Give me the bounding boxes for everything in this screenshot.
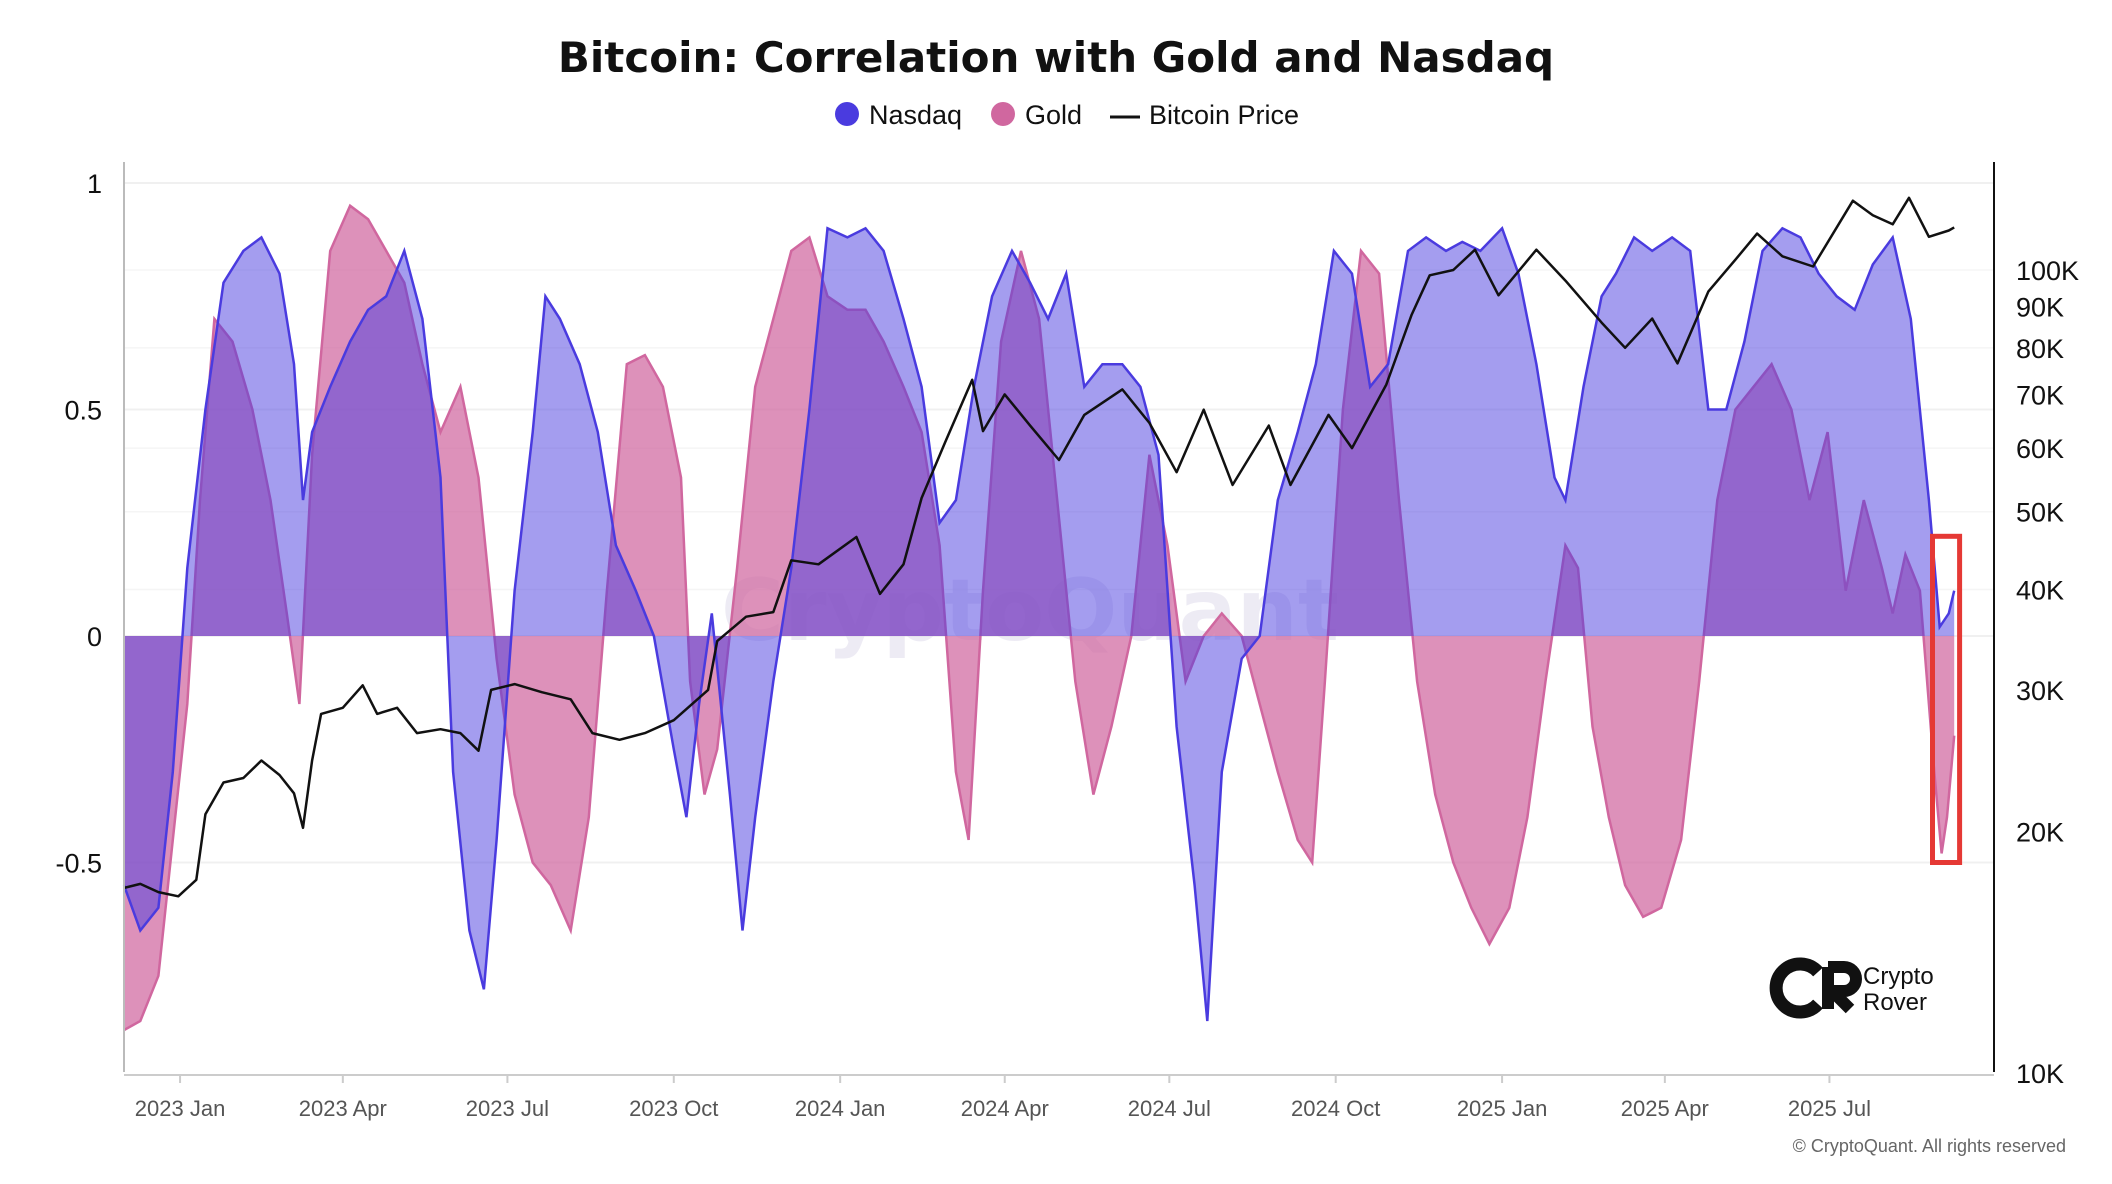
x-tick: 2024 Apr [961,1096,1049,1121]
y-right-tick: 100K [2016,256,2079,286]
y-left-tick: -0.5 [55,849,102,879]
y-right-tick: 20K [2016,817,2064,847]
legend-nasdaq-marker [835,102,859,126]
y-left-tick: 1 [87,169,102,199]
x-tick: 2024 Oct [1291,1096,1380,1121]
y-right-tick: 90K [2016,293,2064,323]
y-right-tick: 40K [2016,576,2064,606]
x-ticks: 2023 Jan 2023 Apr 2023 Jul 2023 Oct 2024 Jan… [135,1075,1871,1121]
area-nasdaq [124,228,1955,1022]
x-tick: 2025 Jan [1457,1096,1548,1121]
x-tick: 2025 Apr [1621,1096,1709,1121]
y-right-tick: 80K [2016,334,2064,364]
y-left-tick: 0.5 [64,396,102,426]
right-ticks: 100K 90K 80K 70K 60K 50K 40K 30K 20K 10K [2016,256,2079,1089]
y-right-tick: 50K [2016,498,2064,528]
legend-bitcoin-label: Bitcoin Price [1149,100,1299,130]
y-right-tick: 10K [2016,1059,2064,1089]
y-left-tick: 0 [87,622,102,652]
logo-line1: Crypto [1863,963,1934,990]
copyright: © CryptoQuant. All rights reserved [1793,1136,2066,1156]
left-ticks: 1 0.5 0 -0.5 [55,169,102,879]
legend-gold-label: Gold [1025,100,1082,130]
x-tick: 2024 Jul [1128,1096,1211,1121]
y-right-tick: 70K [2016,380,2064,410]
x-tick: 2023 Oct [629,1096,718,1121]
x-tick: 2023 Apr [299,1096,387,1121]
x-tick: 2024 Jan [795,1096,886,1121]
legend-gold-marker [991,102,1015,126]
line-bitcoin-price [123,196,1955,898]
chart-title: Bitcoin: Correlation with Gold and Nasda… [558,33,1554,82]
x-tick: 2023 Jul [466,1096,549,1121]
line-nasdaq [122,225,1956,1022]
x-tick: 2023 Jan [135,1096,226,1121]
x-tick: 2025 Jul [1788,1096,1871,1121]
series-layer [122,196,1956,1032]
legend: Nasdaq Gold Bitcoin Price [835,100,1299,130]
logo-line2: Rover [1863,989,1927,1016]
crypto-rover-logo: Crypto Rover [1769,957,1934,1019]
highlight-box [1930,533,1963,865]
y-right-tick: 30K [2016,676,2064,706]
legend-nasdaq-label: Nasdaq [869,100,962,130]
y-right-tick: 60K [2016,434,2064,464]
crypto-rover-logo-icon [1769,957,1862,1019]
